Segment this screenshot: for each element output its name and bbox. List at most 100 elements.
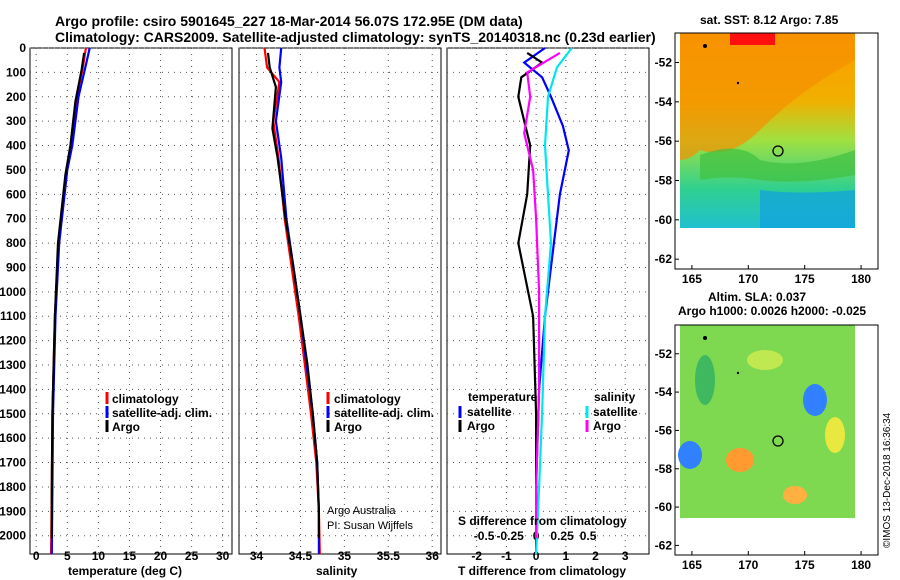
map-lat-tick-label: -60 — [655, 500, 673, 514]
sla-high-patch — [783, 486, 807, 504]
map-tick-labels: -52 -54 -56 -58 -60 -62 165 170 175 180 -52 -54 -56 -… — [655, 56, 872, 573]
sla-high-patch — [747, 350, 783, 370]
legend-sal-argo-label: Argo — [593, 419, 621, 433]
land-dot — [736, 81, 740, 85]
legend-temperature: climatology satellite-adj. clim. Argo — [105, 392, 212, 434]
s-diff-tick-label: 0.5 — [580, 529, 597, 543]
pi-note-line2: PI: Susan Wijffels — [327, 520, 413, 532]
legend-satellite-label: satellite-adj. clim. — [334, 406, 434, 420]
x-tick-label: -2 — [471, 549, 482, 563]
sla-map-title-line2: Argo h1000: 0.0026 h2000: -0.025 — [678, 304, 866, 318]
sst-cold-region — [760, 190, 855, 228]
x-tick-label: 25 — [185, 549, 199, 563]
depth-tick-label: 900 — [6, 260, 26, 274]
depth-tick-label: 0 — [19, 41, 26, 55]
map-lat-tick-label: -52 — [655, 56, 673, 70]
legend-difference: temperature satellite Argo salinity sate… — [458, 390, 638, 433]
legend-argo-label: Argo — [112, 420, 140, 434]
x-tick-label: 2 — [592, 549, 599, 563]
map-lon-tick-label: 175 — [795, 558, 815, 572]
x-tick-label: 36 — [426, 549, 440, 563]
map-lon-tick-label: 170 — [738, 558, 758, 572]
depth-tick-label: 700 — [6, 212, 26, 226]
map-lon-tick-label: 170 — [738, 272, 758, 286]
x-tick-label: 30 — [216, 549, 230, 563]
sla-low-patch — [803, 384, 827, 416]
sla-high-patch — [726, 448, 754, 472]
land-dot — [736, 371, 740, 375]
x-tick-label: 34 — [250, 549, 264, 563]
sst-hot-patch — [730, 33, 775, 45]
panel-temperature-frame — [29, 47, 233, 555]
x-tick-label: 5 — [64, 549, 71, 563]
map-lon-tick-label: 180 — [851, 272, 871, 286]
map-lon-tick-label: 175 — [795, 272, 815, 286]
sst-warm-region — [680, 33, 855, 160]
credit-text: ©IMOS 13-Dec-2018 16:36:34 — [882, 412, 893, 548]
sst-map — [680, 33, 855, 228]
map-lat-tick-label: -62 — [655, 252, 673, 266]
panel-difference-frame — [446, 47, 650, 555]
series-line-salinity-argo — [523, 51, 561, 539]
x-tick-label: 1 — [562, 549, 569, 563]
x-tick-label: 10 — [92, 549, 106, 563]
depth-tick-label: 1800 — [0, 480, 26, 494]
grid-lines — [30, 47, 649, 554]
pi-note-line1: Argo Australia — [327, 505, 396, 517]
map-lat-tick-label: -62 — [655, 538, 673, 552]
legend-salinity-head: salinity — [594, 390, 636, 404]
map-lat-tick-label: -56 — [655, 134, 673, 148]
profile-lines — [50, 47, 573, 555]
map-lat-tick-label: -54 — [655, 385, 673, 399]
depth-tick-label: 1700 — [0, 456, 26, 470]
x-tick-label: 0 — [33, 549, 40, 563]
legend-temp-argo-label: Argo — [467, 419, 495, 433]
legend-satellite-label: satellite-adj. clim. — [112, 406, 212, 420]
s-diff-tick-label: -0.5 — [474, 529, 495, 543]
x-tick-label: 0 — [533, 549, 540, 563]
map-lon-tick-label: 180 — [851, 558, 871, 572]
depth-tick-label: 500 — [6, 163, 26, 177]
depth-tick-label: 1300 — [0, 358, 26, 372]
map-lat-tick-label: -52 — [655, 347, 673, 361]
title-line1: Argo profile: csiro 5901645_227 18-Mar-2… — [55, 13, 523, 29]
argo-location-marker — [772, 435, 784, 447]
depth-tick-label: 1600 — [0, 431, 26, 445]
sst-green-band — [700, 148, 855, 182]
legend-sal-satellite-label: satellite — [593, 405, 638, 419]
depth-tick-label: 200 — [6, 90, 26, 104]
x-tick-label: 20 — [154, 549, 168, 563]
map-lat-tick-label: -58 — [655, 174, 673, 188]
x-tick-label: 3 — [622, 549, 629, 563]
depth-tick-label: 1500 — [0, 407, 26, 421]
legend-temperature-head: temperature — [468, 390, 538, 404]
x-tick-label: -1 — [501, 549, 512, 563]
map-lon-tick-label: 165 — [682, 272, 702, 286]
s-diff-tick-label: 0.25 — [550, 529, 574, 543]
sla-low-patch — [678, 441, 702, 469]
depth-tick-label: 1900 — [0, 504, 26, 518]
map-lat-tick-label: -58 — [655, 462, 673, 476]
depth-tick-label: 800 — [6, 236, 26, 250]
series-line-salinity-satellite — [535, 47, 573, 555]
depth-tick-labels: 0 100 200 300 400 500 600 700 800 900 1000 1100 1200… — [0, 41, 26, 543]
sst-map-title: sat. SST: 8.12 Argo: 7.85 — [700, 13, 839, 27]
map-lat-tick-label: -54 — [655, 95, 673, 109]
map-lon-tick-label: 165 — [682, 558, 702, 572]
series-line-argo — [50, 52, 86, 539]
legend-salinity: climatology satellite-adj. clim. Argo — [326, 392, 434, 434]
x-tick-labels: 0 5 10 15 20 25 30 34 34.5 35 35.5 36 -2 -1 0 1 2 3 -0.5 -0… — [33, 529, 629, 563]
depth-tick-label: 1100 — [0, 309, 26, 323]
sla-map — [678, 325, 855, 518]
legend-argo-label: Argo — [334, 420, 362, 434]
x-tick-label: 35 — [338, 549, 352, 563]
map-lat-tick-label: -60 — [655, 213, 673, 227]
series-line-satellite-adj-clim- — [50, 47, 91, 555]
x-tick-label: 34.5 — [289, 549, 313, 563]
depth-tick-label: 300 — [6, 114, 26, 128]
depth-tick-label: 1200 — [0, 334, 26, 348]
sla-low-patch — [695, 355, 715, 405]
sla-high-patch — [825, 417, 845, 453]
x-tick-label: 15 — [123, 549, 137, 563]
depth-tick-label: 600 — [6, 187, 26, 201]
